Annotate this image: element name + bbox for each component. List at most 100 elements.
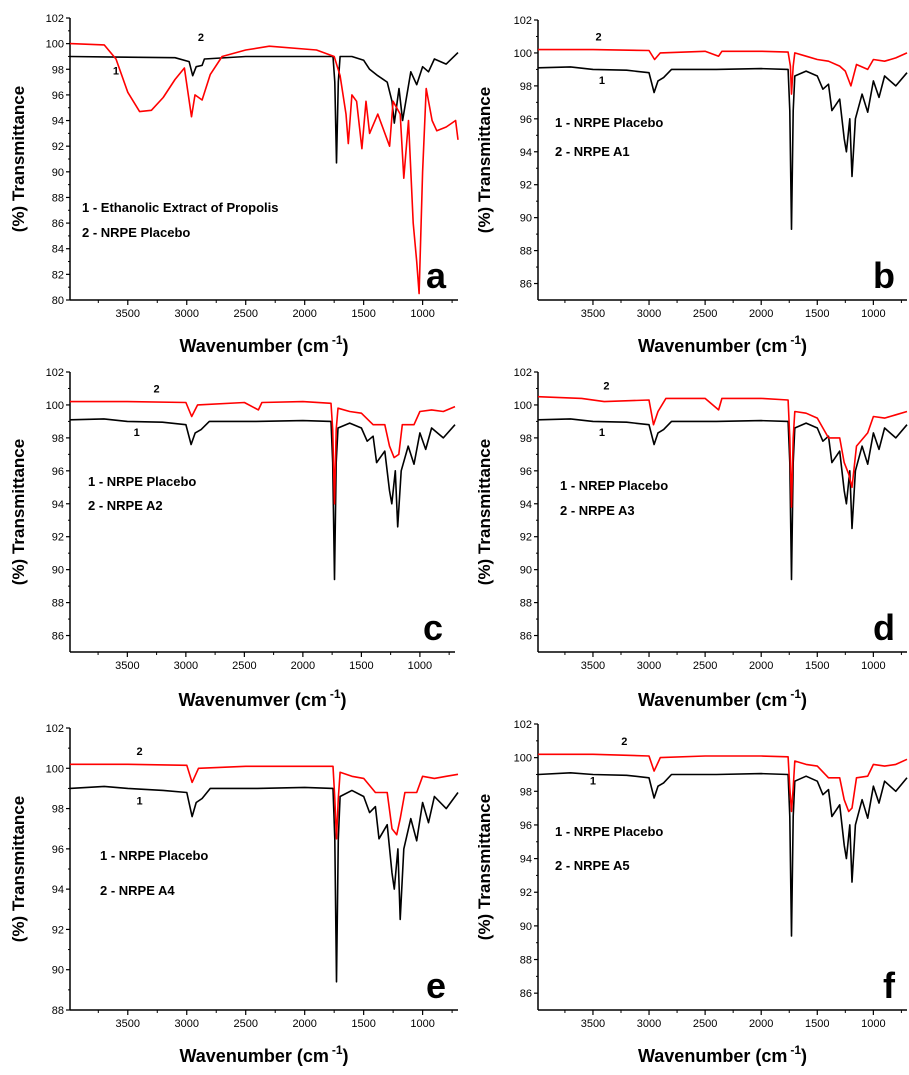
x-tick-label: 2000 — [292, 1018, 316, 1030]
series-2-label: 2 — [596, 32, 602, 44]
y-tick-label: 102 — [514, 15, 532, 27]
y-tick-label: 100 — [46, 400, 64, 412]
y-tick-label: 94 — [520, 854, 532, 866]
x-axis-label-text: Wavenumber (cm — [638, 336, 787, 356]
series-1-label: 1 — [137, 796, 143, 808]
y-tick-label: 98 — [52, 64, 64, 76]
panel-letter: d — [873, 607, 895, 648]
x-axis-label-close: ) — [801, 336, 807, 356]
series-1-line — [537, 418, 908, 581]
x-tick-label: 1000 — [861, 1018, 885, 1030]
x-tick-label: 2000 — [749, 1018, 773, 1030]
panel-d: 86 88 90 92 94 96 98 100 102 3500 3000 2500 2000 1500… — [475, 367, 908, 710]
x-tick-label: 2500 — [233, 308, 257, 320]
series-1-label: 1 — [590, 776, 596, 788]
y-tick-label: 102 — [514, 719, 532, 731]
y-axis-label: (%) Transmittance — [475, 87, 494, 233]
y-tick-label: 86 — [520, 988, 532, 1000]
series-2-line — [69, 52, 459, 164]
x-axis-label-sup: -1 — [790, 687, 801, 701]
y-axis-label: (%) Transmittance — [9, 439, 28, 585]
legend-entry: 2 - NRPE A2 — [88, 498, 163, 513]
legend-entry: 1 - NRPE Placebo — [88, 474, 196, 489]
y-tick-label: 90 — [52, 167, 64, 179]
y-tick-label: 98 — [520, 81, 532, 93]
x-axis-label-close: ) — [341, 690, 347, 710]
x-tick-label: 2500 — [233, 1018, 257, 1030]
y-tick-label: 82 — [52, 269, 64, 281]
y-tick-label: 100 — [46, 39, 64, 51]
x-axis-label-text: Wavenumber (cm — [179, 336, 328, 356]
x-axis-label-sup: -1 — [330, 687, 341, 701]
y-tick-label: 94 — [520, 499, 532, 511]
panel-c: 86 88 90 92 94 96 98 100 102 3500 3000 2500 2000 1500… — [9, 367, 456, 710]
x-tick-label: 3500 — [116, 308, 140, 320]
y-axis-label: (%) Transmittance — [475, 794, 494, 940]
y-tick-label: 94 — [520, 147, 532, 159]
y-tick-label: 100 — [514, 48, 532, 60]
x-axis-label-close: ) — [343, 336, 349, 356]
x-tick-label: 2000 — [749, 660, 773, 672]
y-tick-label: 100 — [514, 753, 532, 765]
x-tick-label: 1000 — [410, 308, 434, 320]
panel-letter: e — [426, 965, 446, 1006]
x-tick-label: 2500 — [693, 660, 717, 672]
x-tick-label: 3500 — [581, 308, 605, 320]
x-tick-label: 3000 — [637, 308, 661, 320]
y-axis-label: (%) Transmittance — [475, 439, 494, 585]
y-tick-label: 98 — [52, 433, 64, 445]
x-tick-label: 1000 — [861, 308, 885, 320]
x-tick-label: 2000 — [291, 660, 315, 672]
y-tick-label: 96 — [520, 466, 532, 478]
y-tick-label: 88 — [520, 246, 532, 258]
y-tick-label: 102 — [46, 723, 64, 735]
x-axis-label-text: Wavenumber (cm — [638, 1046, 787, 1066]
y-tick-label: 90 — [52, 965, 64, 977]
y-tick-label: 90 — [520, 213, 532, 225]
x-tick-label: 2500 — [693, 308, 717, 320]
x-tick-label: 1500 — [351, 1018, 375, 1030]
y-tick-label: 102 — [46, 13, 64, 25]
series-1-label: 1 — [134, 427, 140, 439]
series-1-line — [69, 42, 459, 295]
y-tick-label: 102 — [46, 367, 64, 379]
series-1-line — [537, 66, 908, 230]
y-tick-label: 92 — [52, 924, 64, 936]
panel-a: 80 82 84 86 88 90 92 94 96 98 100 102 3500 3000 2500 20… — [9, 13, 459, 356]
y-tick-label: 88 — [520, 955, 532, 967]
legend-entry: 1 - NREP Placebo — [560, 478, 668, 493]
series-2-line — [538, 753, 908, 813]
x-axis-label-text: Wavenumber (cm — [179, 1046, 328, 1066]
x-tick-label: 3500 — [116, 1018, 140, 1030]
x-tick-label: 1500 — [805, 660, 829, 672]
series-1-line — [69, 418, 456, 581]
legend-entry: 2 - NRPE Placebo — [82, 225, 190, 240]
x-tick-label: 1000 — [408, 660, 432, 672]
x-axis-label: Wavenumver (cm -1) — [178, 687, 346, 710]
y-tick-label: 92 — [52, 141, 64, 153]
series-2-line — [70, 763, 459, 840]
y-tick-label: 86 — [520, 631, 532, 643]
y-tick-label: 98 — [520, 786, 532, 798]
x-tick-label: 1000 — [861, 660, 885, 672]
x-tick-label: 2000 — [292, 308, 316, 320]
series-2-label: 2 — [621, 736, 627, 748]
x-tick-label: 1500 — [351, 308, 375, 320]
y-tick-label: 100 — [514, 400, 532, 412]
panel-letter: a — [426, 255, 447, 296]
x-axis-label-text: Wavenumber (cm — [638, 690, 787, 710]
series-1-line — [69, 785, 459, 983]
x-axis-label-sup: -1 — [332, 1043, 343, 1057]
y-tick-label: 88 — [52, 1005, 64, 1017]
series-1-line — [537, 772, 908, 937]
legend-entry: 1 - NRPE Placebo — [100, 848, 208, 863]
y-tick-label: 94 — [52, 499, 64, 511]
x-axis-label-close: ) — [343, 1046, 349, 1066]
y-tick-label: 92 — [52, 532, 64, 544]
y-tick-label: 96 — [52, 844, 64, 856]
x-tick-label: 2500 — [232, 660, 256, 672]
x-axis-label: Wavenumber (cm -1) — [638, 687, 807, 710]
x-axis-label-sup: -1 — [790, 1043, 801, 1057]
